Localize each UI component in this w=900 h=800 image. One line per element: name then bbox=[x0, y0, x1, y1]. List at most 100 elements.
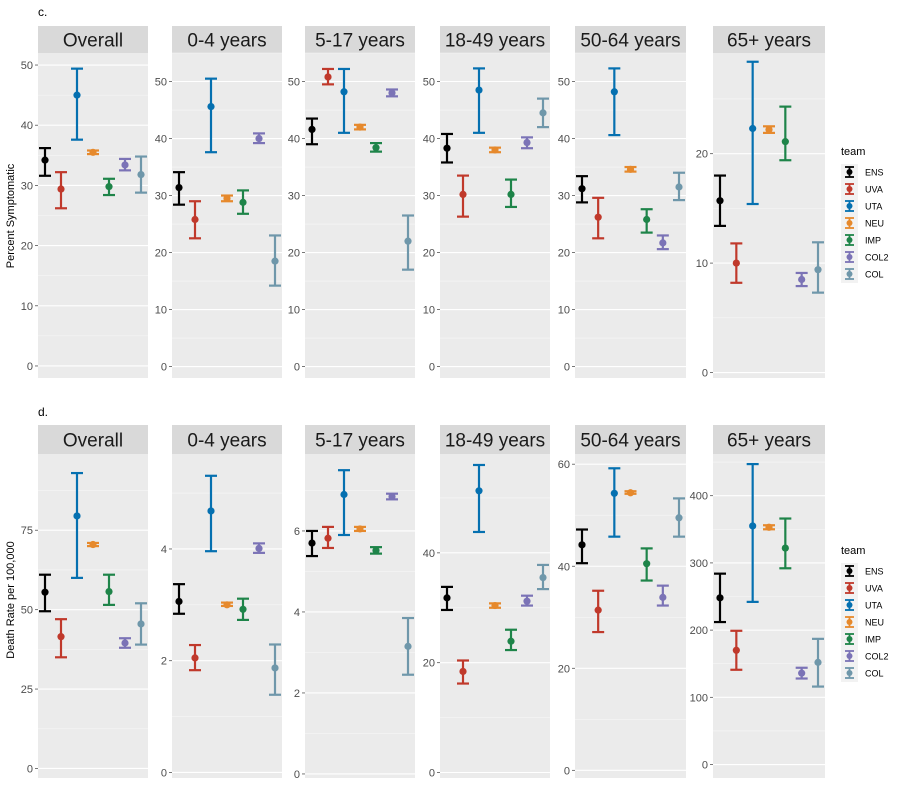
facet-strip bbox=[172, 26, 282, 53]
y-tick-label: 20 bbox=[558, 248, 570, 260]
legend-key-point bbox=[846, 186, 853, 192]
errorbar-neu bbox=[624, 489, 637, 497]
y-tick-label: 0 bbox=[27, 361, 33, 373]
errorbar-col bbox=[537, 563, 549, 591]
y-tick-label: 0 bbox=[429, 362, 435, 374]
y-tick-label: 75 bbox=[21, 525, 33, 537]
point-uva bbox=[459, 667, 467, 676]
legend-key-point bbox=[846, 271, 853, 277]
point-neu bbox=[356, 123, 364, 131]
errorbar-col bbox=[673, 171, 685, 202]
y-tick-label: 10 bbox=[423, 305, 435, 317]
panel-background bbox=[172, 454, 282, 778]
errorbar-ens bbox=[306, 529, 318, 558]
point-imp bbox=[372, 144, 380, 152]
y-axis-label-symptomatic: Percent Symptomatic bbox=[5, 163, 17, 268]
errorbar-uta bbox=[473, 67, 485, 134]
point-ens bbox=[175, 183, 183, 192]
errorbar-imp bbox=[237, 189, 249, 215]
point-ens bbox=[578, 541, 586, 549]
point-ens bbox=[41, 156, 49, 164]
point-uta bbox=[475, 487, 483, 495]
errorbar-ens bbox=[39, 573, 51, 613]
y-tick-label: 0 bbox=[161, 767, 167, 779]
point-imp bbox=[507, 637, 515, 645]
facet-strip bbox=[713, 425, 825, 454]
point-imp bbox=[105, 183, 113, 191]
errorbar-col bbox=[673, 497, 685, 538]
y-tick-label: 0 bbox=[27, 763, 33, 775]
point-imp bbox=[372, 546, 380, 554]
point-col2 bbox=[388, 89, 396, 97]
y-tick-label: 0 bbox=[429, 768, 435, 780]
facet-title: Overall bbox=[63, 431, 123, 452]
errorbar-col2 bbox=[521, 594, 533, 607]
legend-title: team bbox=[841, 545, 865, 557]
point-col2 bbox=[659, 239, 667, 247]
point-uta bbox=[475, 86, 483, 94]
legend-key-point bbox=[846, 254, 853, 260]
point-col bbox=[137, 170, 145, 179]
errorbar-uta bbox=[746, 60, 759, 206]
errorbar-imp bbox=[103, 573, 115, 606]
point-col2 bbox=[121, 639, 129, 647]
y-tick-label: 30 bbox=[558, 191, 570, 203]
y-tick-label: 20 bbox=[558, 663, 570, 675]
facet-title: 0-4 years bbox=[187, 31, 266, 52]
legend-key-point bbox=[846, 670, 853, 676]
panel-0-4: 50-64 years 0 10 20 30 40 50 bbox=[558, 26, 686, 378]
point-ens bbox=[578, 185, 586, 193]
point-uva bbox=[732, 646, 740, 654]
errorbar-col bbox=[812, 241, 824, 294]
errorbar-ens bbox=[576, 175, 588, 204]
point-uva bbox=[324, 73, 332, 81]
errorbar-imp bbox=[505, 628, 517, 652]
errorbar-ens bbox=[441, 132, 453, 164]
point-col2 bbox=[659, 593, 667, 601]
errorbar-uva bbox=[55, 171, 67, 210]
point-ens bbox=[308, 125, 316, 134]
errorbar-uta bbox=[71, 471, 83, 579]
y-tick-label: 6 bbox=[294, 526, 300, 538]
point-neu bbox=[491, 146, 499, 154]
point-col bbox=[137, 620, 145, 628]
legend-label-neu: NEU bbox=[865, 219, 884, 229]
point-col bbox=[271, 664, 279, 672]
point-col2 bbox=[798, 275, 806, 284]
point-neu bbox=[356, 525, 364, 533]
errorbar-col2 bbox=[521, 136, 533, 150]
y-tick-label: 0 bbox=[294, 769, 300, 781]
errorbar-uva bbox=[322, 67, 334, 86]
facet-strip bbox=[38, 26, 148, 53]
point-uta bbox=[340, 490, 348, 499]
y-tick-label: 30 bbox=[21, 180, 33, 192]
errorbar-neu bbox=[763, 125, 775, 134]
point-uva bbox=[459, 190, 467, 199]
panel-0-0: Overall 0 10 20 30 40 50 bbox=[21, 26, 148, 378]
point-imp bbox=[105, 587, 113, 596]
point-col2 bbox=[523, 597, 531, 605]
errorbar-imp bbox=[237, 597, 249, 622]
legend-key-point bbox=[846, 585, 853, 591]
y-tick-label: 20 bbox=[155, 248, 167, 260]
point-uta bbox=[73, 512, 81, 520]
legend-key-point bbox=[846, 169, 853, 175]
y-tick-label: 20 bbox=[423, 658, 435, 670]
point-ens bbox=[443, 144, 451, 152]
errorbar-col2 bbox=[656, 584, 669, 607]
errorbar-uva bbox=[730, 629, 743, 671]
y-tick-label: 40 bbox=[423, 134, 435, 146]
errorbar-col2 bbox=[386, 492, 398, 501]
panel-0-1: 0-4 years 0 10 20 30 40 50 bbox=[155, 26, 282, 378]
y-tick-label: 10 bbox=[21, 301, 33, 313]
y-tick-label: 0 bbox=[702, 760, 708, 772]
errorbar-neu bbox=[624, 165, 637, 173]
errorbar-col2 bbox=[253, 132, 265, 145]
panel-0-5: 65+ years 0 10 20 bbox=[696, 26, 825, 380]
panel-background bbox=[172, 53, 282, 378]
y-tick-label: 2 bbox=[294, 688, 300, 700]
point-neu bbox=[491, 601, 499, 610]
y-tick-label: 50 bbox=[423, 77, 435, 89]
y-tick-label: 10 bbox=[558, 305, 570, 317]
